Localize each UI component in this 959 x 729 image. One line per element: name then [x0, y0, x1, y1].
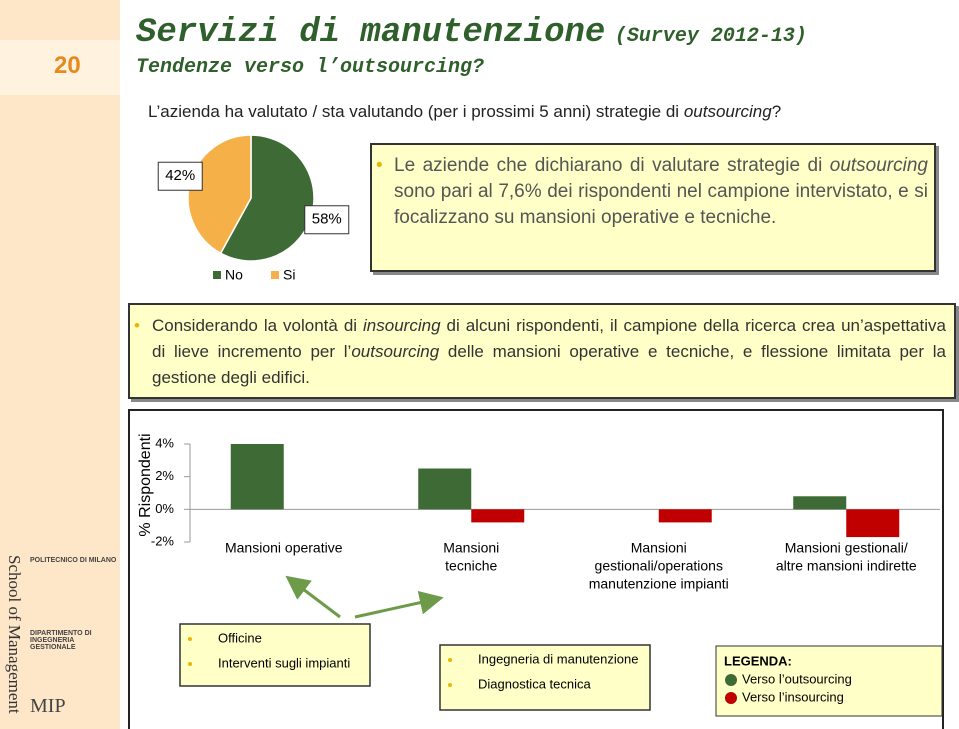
- y-tick-label: 4%: [155, 435, 174, 450]
- callout-box: Considerando la volontà di insourcing di…: [128, 303, 956, 399]
- italic-text: outsourcing: [683, 102, 772, 121]
- bullet-dot: [448, 683, 452, 687]
- bar: [471, 509, 525, 523]
- note-item: Interventi sugli impianti: [218, 655, 350, 670]
- pie-label-box: [157, 161, 203, 191]
- title-note: (Survey 2012-13): [614, 25, 807, 48]
- arrow: [354, 590, 444, 619]
- x-tick-label: gestionali/operations: [595, 558, 723, 574]
- pie-label: 58%: [312, 211, 342, 228]
- text: sono pari al 7,6% dei rispondenti nel ca…: [394, 181, 928, 228]
- bullet-dot: [188, 662, 192, 666]
- text: di alcuni rispondenti, il campione della…: [152, 316, 946, 361]
- legend-box: [715, 645, 943, 717]
- page-number-box: [0, 40, 120, 95]
- legend-title: LEGENDA:: [724, 653, 792, 668]
- legend-label: No: [225, 267, 243, 283]
- text: L’azienda ha valutato / sta valutando (p…: [148, 102, 684, 121]
- bar: [418, 468, 472, 510]
- logo: MIP: [30, 695, 66, 717]
- text: delle mansioni operative e tecniche, e f…: [152, 342, 947, 387]
- legend-label: Verso l’insourcing: [742, 689, 844, 704]
- bullet-dot: [448, 658, 452, 662]
- x-tick-label: altre mansioni indirette: [776, 558, 917, 574]
- x-tick-label: Mansioni: [631, 540, 687, 556]
- bullet-dot: [188, 637, 192, 641]
- x-tick-label: tecniche: [445, 558, 497, 574]
- italic-text: insourcing: [363, 316, 441, 335]
- page-number: 20: [54, 52, 81, 79]
- bar: [230, 444, 284, 510]
- callout-text: Considerando la volontà di insourcing di…: [152, 313, 946, 391]
- legend-swatch: [725, 674, 737, 686]
- department: DIPARTIMENTO DI INGEGNERIA GESTIONALE: [30, 630, 92, 651]
- y-tick-label: 2%: [155, 468, 174, 483]
- note-box: [179, 623, 371, 687]
- italic-text: outsourcing: [829, 155, 928, 176]
- legend-swatch: [213, 271, 221, 279]
- legend-swatch: [725, 692, 737, 704]
- note-item: Diagnostica tecnica: [478, 676, 591, 691]
- y-axis-label: % Rispondenti: [137, 433, 154, 536]
- pie-label-box: [304, 205, 350, 235]
- italic-text: outsourcing: [351, 342, 440, 361]
- question: L’azienda ha valutato / sta valutando (p…: [148, 102, 781, 122]
- bar: [793, 496, 847, 510]
- bar: [846, 509, 900, 538]
- note-item: Officine: [218, 630, 262, 645]
- university: POLITECNICO DI MILANO: [30, 557, 117, 564]
- sidebar: [0, 0, 120, 729]
- header: Servizi di manutenzione (Survey 2012-13): [136, 14, 807, 52]
- callout-box: Le aziende che dichiarano di valutare st…: [370, 143, 936, 272]
- callout-text: Le aziende che dichiarano di valutare st…: [394, 153, 928, 231]
- subtitle: Tendenze verso l’outsourcing?: [136, 56, 485, 79]
- note-item: Ingegneria di manutenzione: [478, 651, 638, 666]
- x-tick-label: manutenzione impianti: [589, 576, 729, 592]
- arrow: [285, 575, 341, 619]
- legend-swatch: [271, 271, 279, 279]
- bar: [658, 509, 712, 523]
- x-tick-label: Mansioni gestionali/: [785, 540, 908, 556]
- y-tick-label: -2%: [151, 533, 175, 548]
- text: Le aziende che dichiarano di valutare st…: [394, 155, 830, 176]
- x-tick-label: Mansioni operative: [225, 540, 343, 556]
- text: Considerando la volontà di: [152, 316, 364, 335]
- title: Servizi di manutenzione: [136, 14, 606, 52]
- note-box: [439, 644, 651, 711]
- legend-label: Si: [283, 267, 295, 283]
- legend-label: Verso l’outsourcing: [742, 671, 852, 686]
- text: ?: [771, 102, 782, 121]
- y-tick-label: 0%: [155, 501, 174, 516]
- pie-label: 42%: [165, 167, 195, 184]
- x-tick-label: Mansioni: [443, 540, 499, 556]
